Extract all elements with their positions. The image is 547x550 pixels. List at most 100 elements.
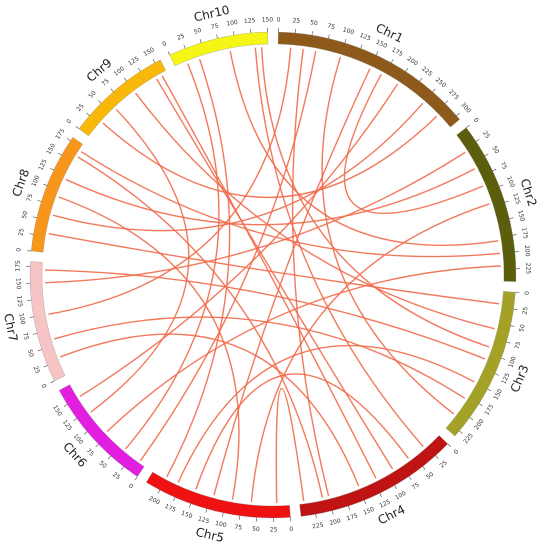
tick-label: 50 xyxy=(87,89,97,99)
link xyxy=(195,373,409,490)
tick-label: 225 xyxy=(524,263,531,275)
tick-mark xyxy=(475,139,480,142)
link xyxy=(291,48,330,497)
tick-label: 175 xyxy=(164,503,177,514)
tick-label: 0 xyxy=(289,526,293,533)
tick-label: 200 xyxy=(148,495,162,507)
tick-mark xyxy=(233,31,235,36)
tick-label: 75 xyxy=(411,481,421,491)
chromosome-band xyxy=(58,384,145,477)
tick-mark xyxy=(466,125,470,128)
tick-mark xyxy=(199,38,202,43)
tick-mark xyxy=(123,77,127,82)
tick-label: 175 xyxy=(390,46,404,58)
tick-mark xyxy=(512,234,517,236)
link xyxy=(77,156,324,498)
chromosome-band xyxy=(29,261,66,382)
link xyxy=(156,78,394,470)
tick-mark xyxy=(37,199,42,202)
tick-label: 175 xyxy=(54,127,66,141)
tick-label: 75 xyxy=(499,161,509,171)
tick-label: 100 xyxy=(17,313,26,326)
tick-label: 0 xyxy=(472,117,480,124)
tick-label: 125 xyxy=(511,192,521,205)
tick-label: 150 xyxy=(51,404,63,418)
tick-mark xyxy=(32,216,37,219)
tick-label: 50 xyxy=(425,471,435,481)
tick-mark xyxy=(110,88,114,92)
tick-label: 100 xyxy=(342,26,355,36)
link xyxy=(45,151,466,284)
tick-mark xyxy=(239,515,241,520)
tick-mark xyxy=(379,493,382,498)
tick-label: 75 xyxy=(25,193,34,203)
link xyxy=(102,115,438,199)
tick-mark xyxy=(98,100,102,104)
chromosome-label: Chr5 xyxy=(194,525,225,545)
tick-label: 200 xyxy=(523,245,531,257)
link xyxy=(90,108,190,413)
tick-label: 125 xyxy=(378,498,392,509)
tick-label: 75 xyxy=(514,341,523,350)
tick-mark xyxy=(501,357,506,360)
tick-label: 200 xyxy=(406,55,420,67)
tick-label: 25 xyxy=(111,471,121,481)
tick-label: 50 xyxy=(310,19,319,27)
link xyxy=(254,47,424,448)
tick-mark xyxy=(75,126,80,129)
tick-mark xyxy=(167,51,170,56)
tick-label: 75 xyxy=(21,332,30,341)
tick-label: 100 xyxy=(113,65,127,78)
link xyxy=(106,265,501,432)
tick-label: 25 xyxy=(75,102,85,112)
tick-label: 0 xyxy=(65,118,73,125)
tick-label: 100 xyxy=(226,19,239,28)
tick-mark xyxy=(205,508,208,513)
chromosome-label: Chr6 xyxy=(60,439,90,470)
chromosome-band xyxy=(169,31,269,67)
link xyxy=(250,203,490,503)
links xyxy=(45,47,501,503)
tick-label: 150 xyxy=(375,39,389,50)
tick-mark xyxy=(344,38,347,43)
tick-mark xyxy=(315,514,317,519)
tick-mark xyxy=(459,430,463,434)
link xyxy=(52,102,424,232)
link xyxy=(229,50,499,246)
tick-label: 175 xyxy=(483,403,495,417)
tick-mark xyxy=(432,88,436,93)
tick-mark xyxy=(50,168,54,171)
tick-mark xyxy=(348,505,350,510)
tick-mark xyxy=(107,455,111,460)
tick-mark xyxy=(43,365,48,368)
tick-mark xyxy=(43,183,48,186)
tick-label: 25 xyxy=(292,17,300,25)
tick-label: 0 xyxy=(16,247,23,252)
tick-label: 75 xyxy=(327,22,336,31)
tick-mark xyxy=(95,443,99,448)
tick-mark xyxy=(183,44,186,49)
tick-label: 50 xyxy=(518,324,526,333)
tick-label: 250 xyxy=(434,76,447,89)
link xyxy=(343,74,484,215)
tick-mark xyxy=(492,168,497,172)
tick-mark xyxy=(391,59,394,63)
tick-mark xyxy=(29,233,34,235)
tick-label: 25 xyxy=(521,306,529,315)
tick-label: 125 xyxy=(37,158,48,172)
tick-mark xyxy=(484,153,489,157)
tick-label: 225 xyxy=(462,432,475,445)
tick-label: 25 xyxy=(481,130,491,140)
tick-mark xyxy=(513,308,518,310)
tick-label: 50 xyxy=(193,27,203,36)
tick-label: 275 xyxy=(447,88,460,101)
tick-mark xyxy=(331,510,334,515)
tick-label: 150 xyxy=(262,16,274,23)
link xyxy=(139,50,317,461)
tick-mark xyxy=(50,380,55,383)
tick-mark xyxy=(408,476,412,480)
tick-mark xyxy=(444,100,449,104)
tick-label: 300 xyxy=(459,101,472,114)
tick-label: 0 xyxy=(161,40,168,48)
tick-label: 75 xyxy=(234,524,243,532)
